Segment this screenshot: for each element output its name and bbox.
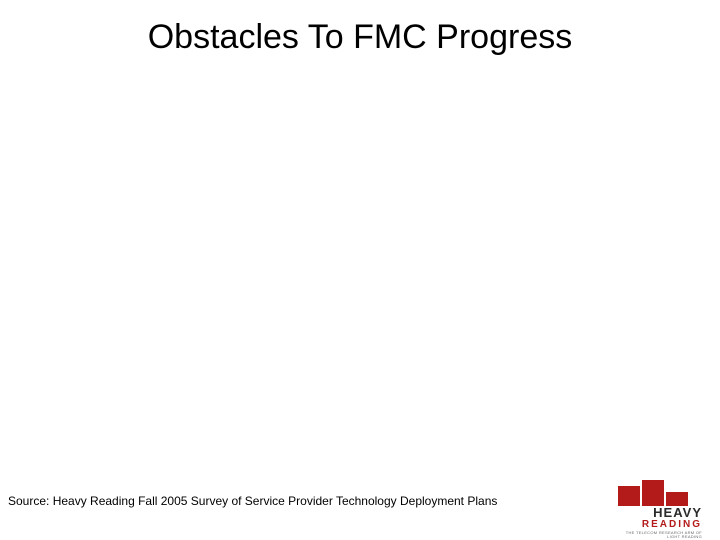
heavy-reading-logo: HEAVY READING THE TELECOM RESEARCH ARM O… — [618, 478, 702, 530]
source-citation: Source: Heavy Reading Fall 2005 Survey o… — [8, 494, 497, 508]
slide: Obstacles To FMC Progress Source: Heavy … — [0, 0, 720, 540]
logo-reading-word: READING — [618, 520, 702, 530]
logo-bars-icon — [618, 478, 702, 506]
logo-tagline: THE TELECOM RESEARCH ARM OF LIGHT READIN… — [618, 531, 702, 539]
logo-bar — [666, 492, 688, 506]
logo-heavy-word: HEAVY — [618, 506, 702, 519]
slide-title: Obstacles To FMC Progress — [0, 18, 720, 57]
logo-text: HEAVY READING THE TELECOM RESEARCH ARM O… — [618, 506, 702, 539]
logo-bar — [642, 480, 664, 506]
logo-bar — [618, 486, 640, 506]
